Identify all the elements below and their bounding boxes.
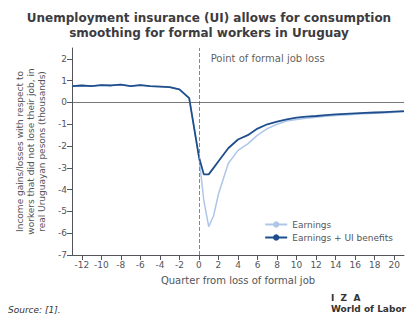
svg-text:workers that did not lose thei: workers that did not lose their job, in xyxy=(26,68,36,234)
svg-text:-2: -2 xyxy=(58,141,67,151)
svg-text:-2: -2 xyxy=(175,260,184,270)
svg-text:Unemployment insurance (UI) al: Unemployment insurance (UI) allows for c… xyxy=(27,11,391,25)
svg-text:8: 8 xyxy=(274,260,280,270)
svg-text:18: 18 xyxy=(369,260,381,270)
svg-text:-4: -4 xyxy=(58,185,67,195)
svg-text:Earnings + UI benefits: Earnings + UI benefits xyxy=(292,233,393,243)
svg-text:2: 2 xyxy=(61,54,67,64)
svg-text:-6: -6 xyxy=(58,228,67,238)
svg-text:1: 1 xyxy=(61,76,67,86)
svg-text:14: 14 xyxy=(330,260,342,270)
svg-text:smoothing for formal workers i: smoothing for formal workers in Uruguay xyxy=(69,26,349,40)
svg-text:-1: -1 xyxy=(58,119,67,129)
svg-text:0: 0 xyxy=(196,260,202,270)
svg-text:0: 0 xyxy=(61,97,67,107)
svg-text:-12: -12 xyxy=(74,260,89,270)
svg-text:-6: -6 xyxy=(136,260,145,270)
svg-text:Point of formal job loss: Point of formal job loss xyxy=(211,53,325,64)
svg-text:-8: -8 xyxy=(116,260,125,270)
svg-text:20: 20 xyxy=(389,260,401,270)
svg-text:Income gains/losses with respe: Income gains/losses with respect to xyxy=(15,71,25,232)
svg-text:16: 16 xyxy=(349,260,361,270)
svg-text:12: 12 xyxy=(310,260,321,270)
svg-text:Source: [1].: Source: [1]. xyxy=(8,305,61,315)
svg-text:World of Labor: World of Labor xyxy=(331,304,407,314)
svg-text:Quarter from loss of formal jo: Quarter from loss of formal job xyxy=(161,275,315,286)
svg-text:6: 6 xyxy=(255,260,261,270)
svg-text:-4: -4 xyxy=(155,260,164,270)
svg-text:real Uruguayan pesons (thousan: real Uruguayan pesons (thousands) xyxy=(37,71,47,232)
svg-text:10: 10 xyxy=(291,260,303,270)
svg-text:-5: -5 xyxy=(58,206,67,216)
svg-text:Earnings: Earnings xyxy=(292,220,331,230)
svg-text:I Z A: I Z A xyxy=(331,293,360,303)
svg-text:2: 2 xyxy=(216,260,222,270)
svg-text:-7: -7 xyxy=(58,250,67,260)
svg-text:-3: -3 xyxy=(58,163,67,173)
svg-text:4: 4 xyxy=(235,260,241,270)
svg-text:-10: -10 xyxy=(94,260,109,270)
